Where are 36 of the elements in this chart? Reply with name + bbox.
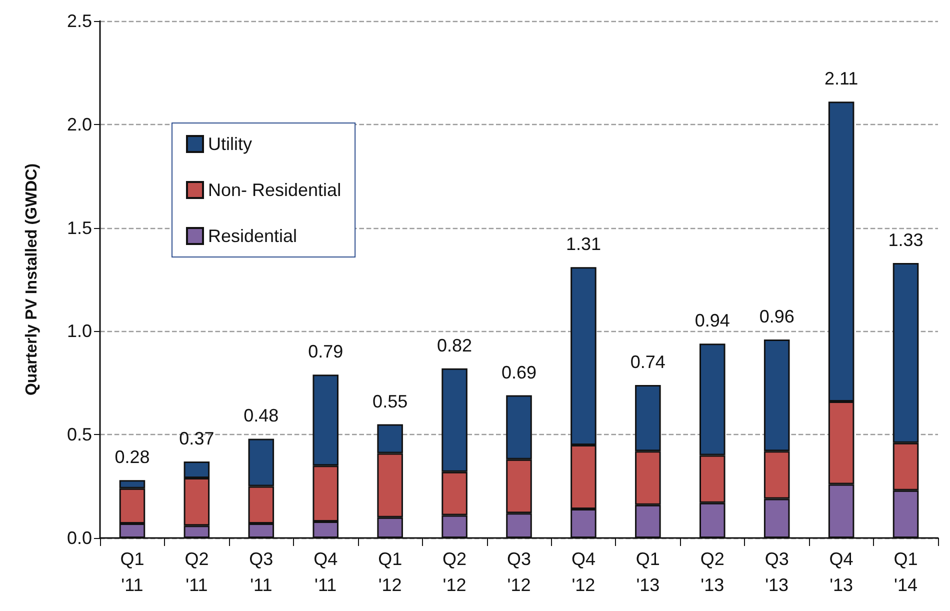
x-tick-label: Q2 '11 xyxy=(184,549,209,595)
x-tick-label: Q3 '13 xyxy=(764,549,789,595)
total-label: 0.82 xyxy=(437,335,472,356)
y-tick-label: 0.0 xyxy=(66,528,92,548)
y-tick-label: 0.5 xyxy=(66,424,92,445)
total-label: 2.11 xyxy=(824,68,858,89)
total-label: 0.69 xyxy=(501,362,537,382)
x-tick-label: Q1 '14 xyxy=(894,549,918,595)
total-label: 0.94 xyxy=(694,310,730,331)
total-label: 0.48 xyxy=(244,406,279,426)
legend-label: Residential xyxy=(208,226,298,246)
y-tick-label: 2.5 xyxy=(66,11,92,31)
x-tick-label: Q1 '12 xyxy=(378,549,402,595)
x-tick-label: Q3 '12 xyxy=(506,549,532,595)
x-tick-label: Q4 '11 xyxy=(314,549,338,595)
x-tick-label: Q1 '11 xyxy=(120,549,144,595)
x-tick-label: Q3 '11 xyxy=(249,549,274,595)
y-tick-label: 2.0 xyxy=(66,114,92,134)
x-tick-label: Q1 '13 xyxy=(636,549,660,595)
y-axis-title: Quarterly PV Installed (GWDC) xyxy=(24,163,40,396)
total-label: 0.74 xyxy=(630,352,666,372)
total-label: 0.37 xyxy=(179,428,214,448)
total-label: 1.33 xyxy=(888,230,924,250)
x-tick-label: Q4 '13 xyxy=(829,549,854,595)
x-tick-label: Q4 '12 xyxy=(571,549,596,595)
y-tick-label: 1.5 xyxy=(66,218,92,238)
x-tick-label: Q2 '13 xyxy=(700,549,724,595)
total-label: 1.31 xyxy=(566,234,601,254)
y-tick-label: 1.0 xyxy=(66,321,92,342)
total-label: 0.28 xyxy=(114,447,150,468)
x-tick-label: Q2 '12 xyxy=(442,549,467,595)
total-label: 0.79 xyxy=(308,342,344,362)
legend-label: Non- Residential xyxy=(208,180,342,200)
total-label: 0.55 xyxy=(372,391,408,412)
total-label: 0.96 xyxy=(759,306,794,326)
legend-label: Utility xyxy=(208,134,252,154)
